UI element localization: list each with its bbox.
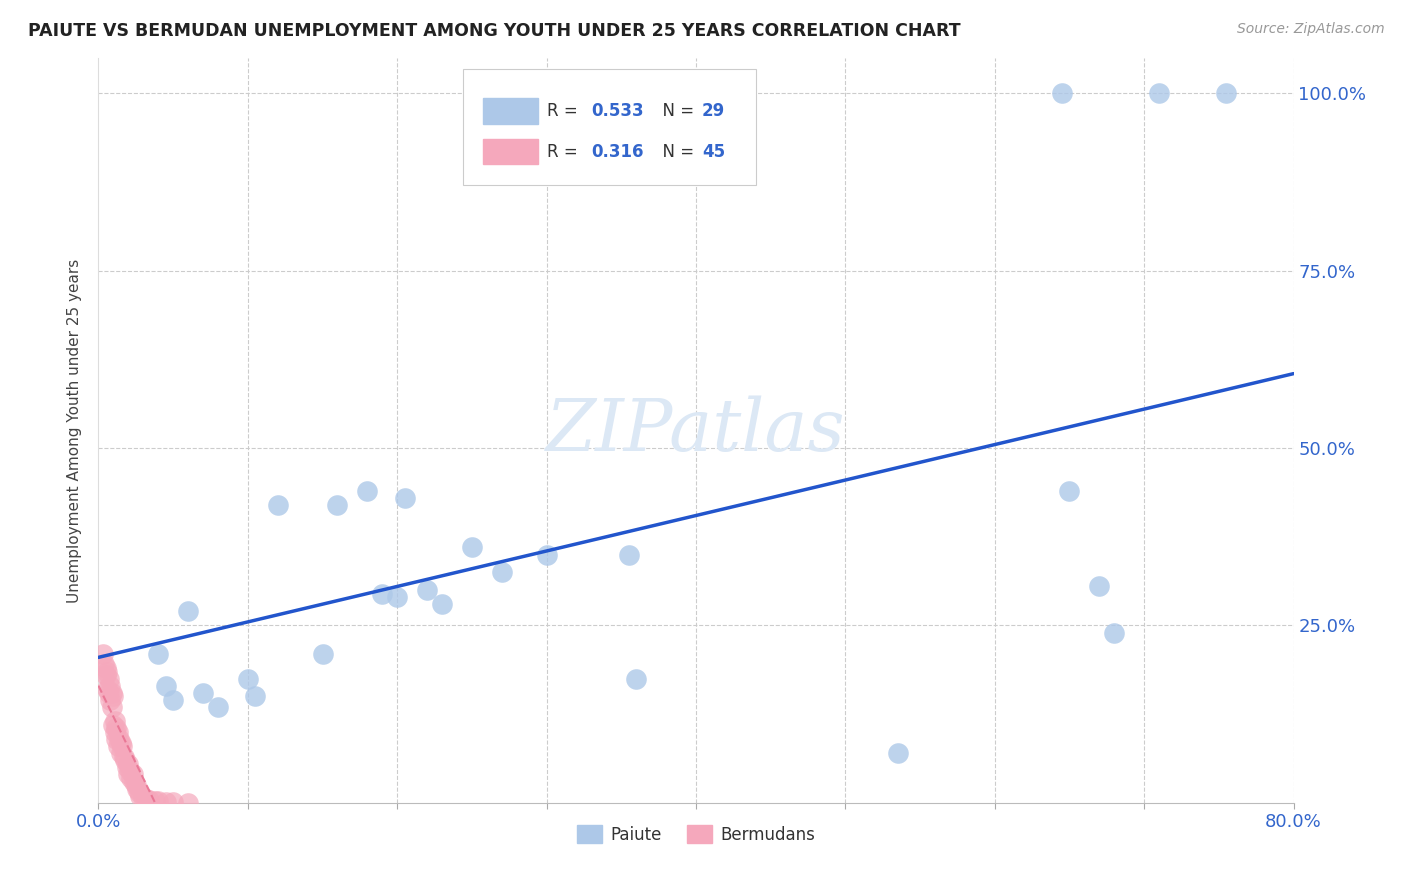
Text: 0.533: 0.533 [591, 102, 644, 120]
Point [1059, 483, 1081, 498]
Point [626, 672, 648, 686]
Point [96, 682, 118, 697]
Point [491, 566, 513, 580]
Point [97, 686, 120, 700]
Point [101, 700, 124, 714]
Point [98, 679, 122, 693]
Point [112, 749, 135, 764]
Point [103, 690, 125, 704]
Point [94, 661, 117, 675]
Point [148, 647, 170, 661]
Point [114, 753, 136, 767]
Point [430, 597, 453, 611]
Point [110, 735, 132, 749]
Text: 45: 45 [702, 143, 725, 161]
Point [155, 795, 177, 809]
Point [107, 739, 129, 753]
Text: N =: N = [652, 102, 699, 120]
Text: PAIUTE VS BERMUDAN UNEMPLOYMENT AMONG YOUTH UNDER 25 YEARS CORRELATION CHART: PAIUTE VS BERMUDAN UNEMPLOYMENT AMONG YO… [28, 22, 960, 40]
Point [177, 796, 200, 810]
Point [105, 731, 128, 746]
Text: R =: R = [547, 143, 582, 161]
Point [110, 746, 132, 760]
Point [207, 700, 229, 714]
Point [385, 590, 409, 604]
Point [98, 693, 122, 707]
Text: N =: N = [652, 143, 699, 161]
Point [177, 604, 200, 618]
FancyBboxPatch shape [463, 70, 756, 185]
Point [129, 789, 152, 803]
Point [245, 690, 267, 704]
Point [108, 731, 131, 746]
Point [416, 582, 439, 597]
Point [118, 764, 141, 778]
Text: 29: 29 [702, 102, 725, 120]
Point [101, 686, 124, 700]
Point [461, 541, 484, 555]
Point [394, 491, 416, 505]
Text: Source: ZipAtlas.com: Source: ZipAtlas.com [1237, 22, 1385, 37]
Point [127, 781, 149, 796]
Point [155, 679, 177, 693]
Point [1050, 87, 1073, 101]
Y-axis label: Unemployment Among Youth under 25 years: Unemployment Among Youth under 25 years [67, 259, 83, 602]
Point [143, 794, 166, 808]
Point [162, 795, 184, 809]
Point [267, 498, 290, 512]
Point [97, 672, 120, 686]
Point [115, 760, 138, 774]
Point [356, 483, 378, 498]
Point [104, 724, 127, 739]
Point [104, 714, 127, 729]
Point [311, 647, 333, 661]
Point [111, 739, 134, 753]
Point [162, 693, 184, 707]
Point [96, 665, 118, 679]
FancyBboxPatch shape [484, 139, 538, 164]
Point [94, 668, 117, 682]
Point [236, 672, 259, 686]
Point [105, 721, 128, 735]
Text: ZIPatlas: ZIPatlas [546, 395, 846, 466]
Point [128, 785, 150, 799]
Point [191, 686, 214, 700]
Point [1215, 87, 1237, 101]
Point [93, 657, 115, 672]
Point [135, 792, 157, 806]
Point [1147, 87, 1170, 101]
Point [1104, 625, 1126, 640]
Legend: Paiute, Bermudans: Paiute, Bermudans [571, 819, 821, 850]
Point [138, 793, 160, 807]
Point [91, 647, 114, 661]
Point [148, 794, 170, 808]
Point [326, 498, 349, 512]
Point [124, 774, 146, 789]
Point [617, 548, 640, 562]
Point [132, 790, 155, 805]
Point [886, 746, 908, 760]
Point [117, 756, 139, 771]
Point [117, 767, 139, 781]
FancyBboxPatch shape [484, 98, 538, 123]
Point [536, 548, 558, 562]
Point [371, 586, 394, 600]
Point [1088, 579, 1111, 593]
Point [107, 724, 129, 739]
Text: R =: R = [547, 102, 582, 120]
Text: 0.316: 0.316 [591, 143, 644, 161]
Point [120, 771, 142, 785]
Point [125, 778, 148, 792]
Point [103, 718, 125, 732]
Point [121, 767, 143, 781]
